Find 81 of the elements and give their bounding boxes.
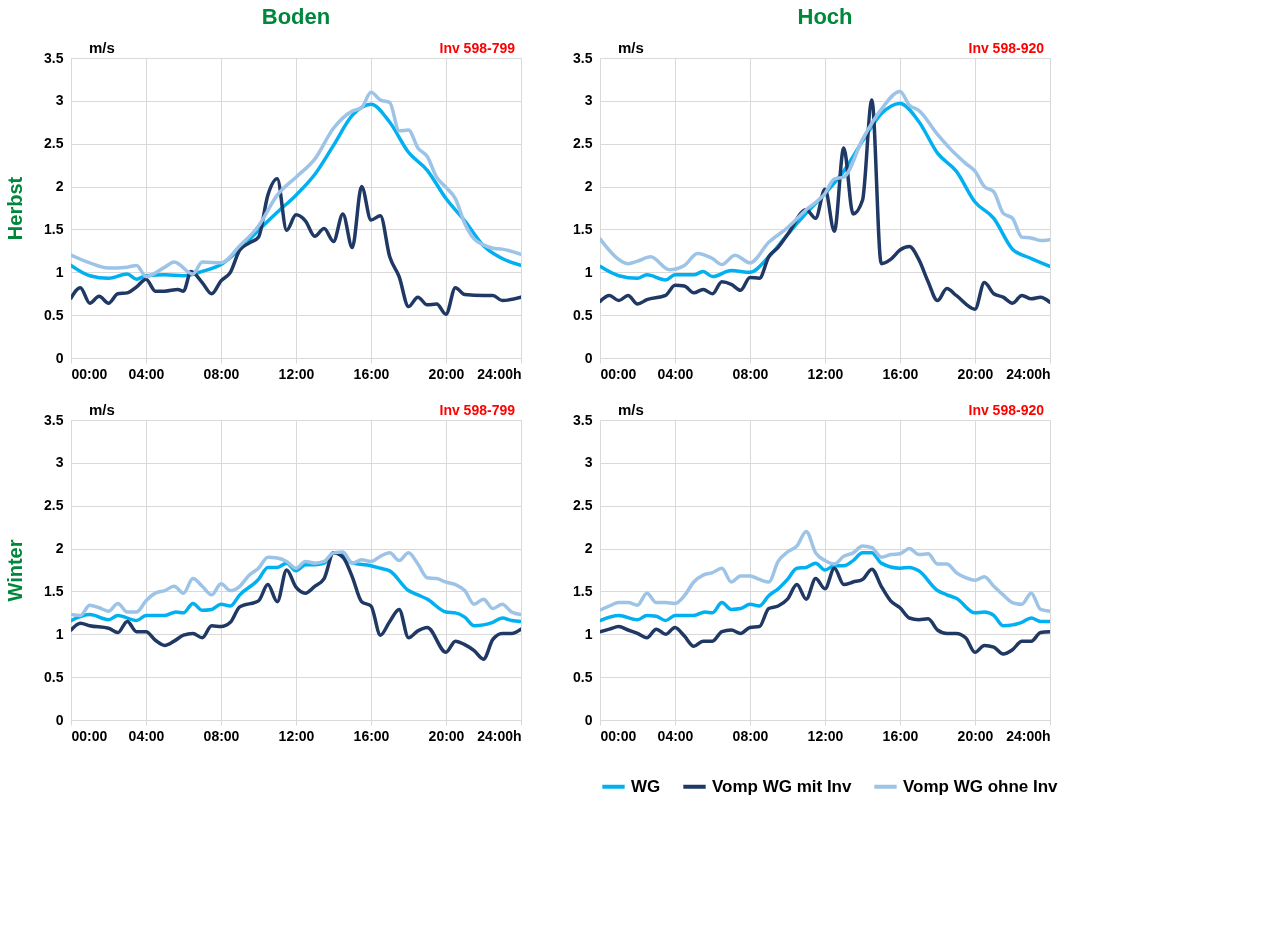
y-tick-label: 0.5 xyxy=(573,668,593,685)
y-tick-label: 2 xyxy=(584,178,593,195)
y-tick-label: 2.5 xyxy=(573,135,593,152)
x-tick-label: 00:00 xyxy=(600,365,637,382)
text: Inv 598-920 xyxy=(968,40,1045,56)
text: m/s xyxy=(618,39,644,56)
y-axis-title: Herbst xyxy=(4,176,27,241)
line-series xyxy=(600,529,1050,613)
x-tick-label: 20:00 xyxy=(428,727,465,744)
x-tick-label: 04:00 xyxy=(657,365,694,382)
x-tick-label: 00:00 xyxy=(600,727,637,744)
line-series xyxy=(600,566,1050,656)
x-tick-label: 24:00h xyxy=(477,365,522,382)
y-tick-label: 0 xyxy=(55,349,64,366)
y-axis-title: Winter xyxy=(4,539,27,602)
y-tick-label: 1.5 xyxy=(573,582,593,599)
legend-label: Vomp WG ohne Inv xyxy=(903,776,1059,796)
x-tick-label: 12:00 xyxy=(807,365,844,382)
y-tick-label: 3 xyxy=(55,454,64,471)
y-tick-label: 2.5 xyxy=(573,497,593,514)
y-tick-label: 2 xyxy=(55,540,64,557)
y-tick-label: 3.5 xyxy=(44,411,64,428)
x-tick-label: 08:00 xyxy=(732,365,769,382)
y-tick-label: 1.5 xyxy=(44,220,64,237)
x-tick-label: 20:00 xyxy=(957,365,994,382)
x-tick-label: 08:00 xyxy=(732,727,769,744)
y-tick-label: 2 xyxy=(584,540,593,557)
text: Inv 598-799 xyxy=(439,402,516,418)
legend-label: WG xyxy=(631,776,661,796)
legend-label: Vomp WG mit Inv xyxy=(712,776,853,796)
y-tick-label: 3 xyxy=(584,92,593,109)
text: Inv 598-920 xyxy=(968,402,1045,418)
line-series xyxy=(600,551,1050,628)
x-tick-label: 04:00 xyxy=(128,365,165,382)
chart-title: Boden xyxy=(261,4,331,29)
line-series xyxy=(600,98,1050,311)
text: m/s xyxy=(618,401,644,418)
y-tick-label: 1 xyxy=(55,625,64,642)
x-tick-label: 04:00 xyxy=(657,727,694,744)
y-tick-label: 3 xyxy=(584,454,593,471)
line-series xyxy=(71,177,521,317)
y-tick-label: 2.5 xyxy=(44,135,64,152)
y-tick-label: 1 xyxy=(584,263,593,280)
y-tick-label: 1.5 xyxy=(573,220,593,237)
x-tick-label: 16:00 xyxy=(353,727,390,744)
y-tick-label: 0 xyxy=(584,711,593,728)
y-tick-label: 3.5 xyxy=(573,49,593,66)
text: m/s xyxy=(89,401,115,418)
chart-title: Hoch xyxy=(797,4,853,29)
y-tick-label: 3.5 xyxy=(573,411,593,428)
y-tick-label: 1.5 xyxy=(44,582,64,599)
text: m/s xyxy=(89,39,115,56)
x-tick-label: 16:00 xyxy=(353,365,390,382)
y-tick-label: 2 xyxy=(55,178,64,195)
x-tick-label: 08:00 xyxy=(203,365,240,382)
x-tick-label: 16:00 xyxy=(882,365,919,382)
text: Inv 598-799 xyxy=(439,40,516,56)
y-tick-label: 1 xyxy=(584,625,593,642)
y-tick-label: 0 xyxy=(584,349,593,366)
line-series xyxy=(71,551,521,661)
y-tick-label: 0.5 xyxy=(44,668,64,685)
x-tick-label: 04:00 xyxy=(128,727,165,744)
x-tick-label: 12:00 xyxy=(278,365,315,382)
x-tick-label: 00:00 xyxy=(71,727,108,744)
x-tick-label: 08:00 xyxy=(203,727,240,744)
x-tick-label: 00:00 xyxy=(71,365,108,382)
y-tick-label: 3 xyxy=(55,92,64,109)
x-tick-label: 12:00 xyxy=(278,727,315,744)
x-tick-label: 24:00h xyxy=(1006,727,1051,744)
y-tick-label: 0 xyxy=(55,711,64,728)
y-tick-label: 0.5 xyxy=(573,306,593,323)
x-tick-label: 20:00 xyxy=(428,365,465,382)
y-tick-label: 0.5 xyxy=(44,306,64,323)
x-tick-label: 16:00 xyxy=(882,727,919,744)
x-tick-label: 24:00h xyxy=(1006,365,1051,382)
y-tick-label: 3.5 xyxy=(44,49,64,66)
x-tick-label: 20:00 xyxy=(957,727,994,744)
x-tick-label: 24:00h xyxy=(477,727,522,744)
y-tick-label: 2.5 xyxy=(44,497,64,514)
y-tick-label: 1 xyxy=(55,263,64,280)
x-tick-label: 12:00 xyxy=(807,727,844,744)
